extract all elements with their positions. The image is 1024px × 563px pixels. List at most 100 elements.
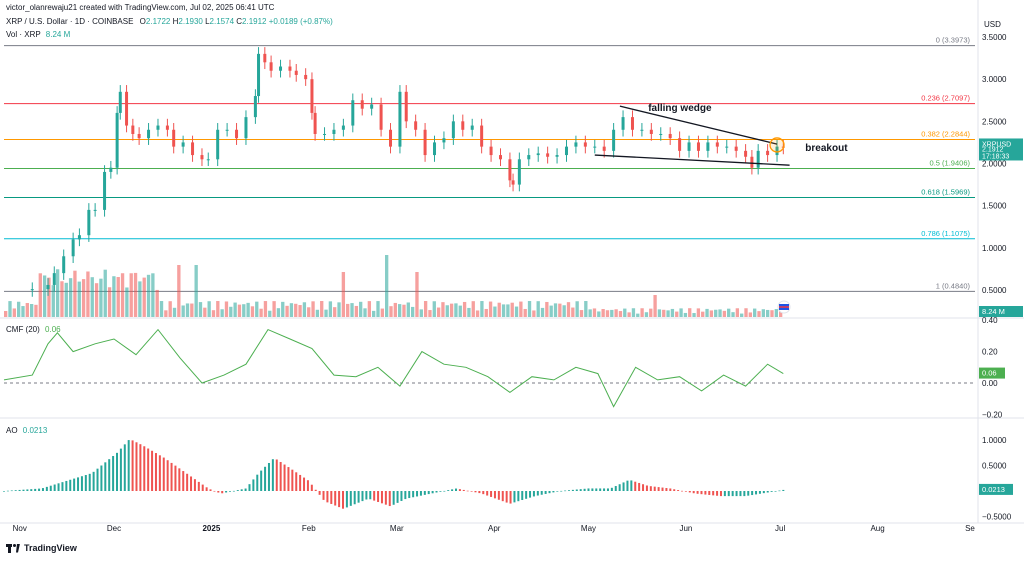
volume-bar (38, 273, 42, 317)
ao-bar (201, 484, 204, 491)
ao-bar (275, 459, 278, 491)
volume-bar (229, 306, 233, 317)
ao-bar (53, 484, 56, 491)
volume-bar (753, 308, 757, 317)
ao-bar (326, 491, 329, 503)
ao-bar (10, 490, 13, 492)
ao-bar (108, 459, 111, 491)
volume-bar (64, 282, 68, 317)
tradingview-logo-icon (6, 543, 20, 553)
volume-bar (133, 272, 138, 317)
ao-bar (349, 491, 352, 506)
volume-bar (276, 308, 281, 317)
ao-bar (342, 491, 345, 509)
ao-bar (501, 491, 504, 502)
candle-body (93, 209, 97, 211)
tradingview-logo[interactable]: TradingView (6, 543, 77, 553)
ao-bar (618, 484, 621, 491)
volume-bar (597, 311, 601, 317)
volume-bar (77, 281, 81, 317)
ohlc-close: 2.1912 (242, 17, 267, 26)
volume-bar (666, 310, 670, 317)
ao-bar (649, 486, 652, 491)
volume-bar (25, 303, 29, 317)
cmf-label[interactable]: CMF (20) (6, 325, 40, 334)
volume-bar (675, 311, 679, 317)
volume-bar (770, 310, 774, 317)
price-axis-tick: 2.5000 (982, 117, 1007, 126)
ao-bar (143, 446, 146, 491)
ao-bar (700, 491, 703, 495)
candle-body (216, 129, 220, 160)
cmf-tag-value: 0.06 (982, 369, 997, 378)
volume-bar (4, 311, 8, 317)
ao-bar (221, 491, 224, 494)
volume-bar (159, 301, 164, 317)
candle-body (30, 289, 34, 291)
volume-bar (242, 304, 246, 317)
ao-bar (92, 471, 95, 491)
ao-label[interactable]: AO (6, 426, 18, 435)
ao-bar (770, 491, 773, 492)
volume-bar (246, 302, 250, 317)
ao-bar (57, 483, 60, 491)
volume-bar (12, 308, 16, 317)
volume-bar (268, 310, 272, 317)
cmf-legend: CMF (20) 0.06 (6, 325, 61, 334)
volume-bar (601, 309, 605, 317)
candle-body (706, 142, 710, 151)
volume-bar (333, 307, 337, 317)
volume-bar (545, 301, 549, 317)
ao-bar (283, 464, 286, 491)
volume-bar (311, 301, 315, 317)
volume-bar (428, 310, 432, 317)
ao-bar (240, 489, 243, 491)
volume-bar (510, 302, 514, 317)
candle-body (659, 133, 663, 135)
ao-bar (158, 455, 161, 491)
price-axis-tick: 3.0000 (982, 75, 1007, 84)
symbol-title[interactable]: XRP / U.S. Dollar · 1D · COINBASE (6, 17, 134, 26)
ao-bar (758, 491, 761, 494)
volume-bar (68, 278, 73, 317)
candle-body (71, 239, 75, 257)
ao-bar (388, 491, 391, 507)
ao-bar (170, 462, 173, 491)
ao-bar (708, 491, 711, 495)
volume-bar (8, 301, 12, 317)
ao-bar (427, 491, 430, 495)
candle-body (370, 104, 374, 109)
ao-bar (73, 478, 76, 491)
ao-bar (318, 491, 321, 495)
volume-bar (592, 308, 597, 317)
ao-axis-tick: −0.5000 (982, 513, 1012, 522)
ao-bar (532, 491, 535, 497)
volume-bar (94, 283, 99, 317)
volume-bar (181, 305, 185, 317)
volume-bar (523, 308, 527, 317)
x-axis-tick: Jun (679, 524, 692, 533)
ao-bar (681, 490, 684, 492)
volume-bar (467, 307, 471, 317)
candle-body (62, 256, 66, 274)
breakout-annotation: breakout (805, 143, 848, 154)
volume-bar (393, 302, 397, 317)
candle-body (200, 155, 204, 160)
candle-body (470, 125, 474, 130)
candle-body (756, 150, 760, 168)
currency-label[interactable]: USD (984, 20, 1001, 29)
volume-bar (367, 301, 372, 317)
volume-bar (34, 304, 38, 317)
volume-bar (363, 308, 367, 317)
cmf-line (3, 328, 784, 408)
ao-bar (525, 491, 528, 499)
breakout-marker (769, 137, 785, 153)
ao-bar (595, 488, 598, 491)
symbol-line: XRP / U.S. Dollar · 1D · COINBASE O2.172… (6, 17, 333, 26)
volume-label[interactable]: Vol · XRP (6, 30, 41, 39)
volume-bar (315, 309, 320, 317)
volume-bar (51, 285, 55, 317)
volume-bar (640, 308, 644, 317)
ao-bar (521, 491, 524, 501)
volume-bar (688, 308, 692, 317)
